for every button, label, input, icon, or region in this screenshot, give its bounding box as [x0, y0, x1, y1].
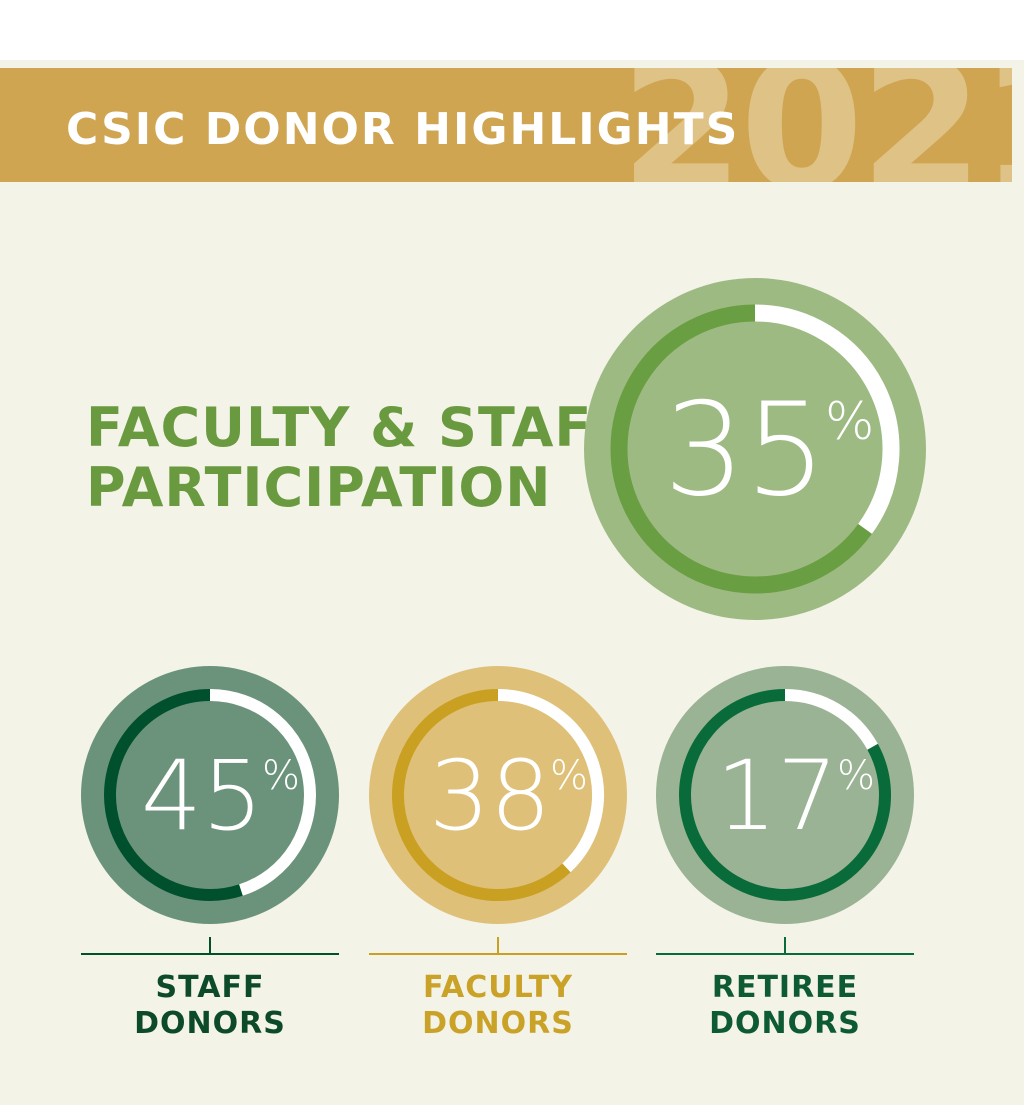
gauge-value-arc [754, 304, 900, 534]
gauge-value-label: 35 [664, 376, 827, 525]
top-margin [0, 0, 1024, 60]
gauge-value-label: 38 [429, 740, 551, 852]
label-retiree-line1: RETIREE [711, 970, 859, 1005]
label-staff-line2: DONORS [134, 1006, 286, 1041]
gauge-value-label: 45 [141, 740, 263, 852]
gauge-background [584, 278, 926, 620]
label-faculty-line2: DONORS [422, 1006, 574, 1041]
gauge-remainder-arc [679, 689, 891, 901]
gauge-remainder-arc [104, 689, 243, 901]
percent-sign: % [550, 753, 588, 799]
label-staff-line1: STAFF [155, 970, 265, 1005]
label-retiree-line2: DONORS [709, 1006, 861, 1041]
label-faculty: FACULTY DONORS [368, 970, 628, 1042]
percent-sign: % [825, 392, 874, 452]
header-title: CSIC DONOR HIGHLIGHTS [66, 104, 740, 155]
header-band: 2021 CSIC DONOR HIGHLIGHTS [0, 68, 1012, 182]
gauge-value-arc [209, 689, 316, 896]
headline: FACULTY & STAFF PARTICIPATION [86, 398, 630, 518]
gauge-background [369, 666, 627, 924]
percent-sign: % [262, 753, 300, 799]
headline-line2: PARTICIPATION [86, 456, 552, 519]
label-retiree: RETIREE DONORS [655, 970, 915, 1042]
label-staff: STAFF DONORS [80, 970, 340, 1042]
gauge-value-arc [784, 689, 878, 750]
gauge-value-label: 17 [716, 740, 838, 852]
percent-sign: % [837, 753, 875, 799]
gauge-value-arc [497, 689, 604, 873]
gauge-remainder-arc [610, 304, 872, 594]
headline-line1: FACULTY & STAFF [86, 396, 631, 459]
gauge-background [656, 666, 914, 924]
label-faculty-line1: FACULTY [423, 970, 573, 1005]
gauge-remainder-arc [392, 689, 571, 901]
gauge-background [81, 666, 339, 924]
header-year: 2021 [620, 68, 1012, 182]
